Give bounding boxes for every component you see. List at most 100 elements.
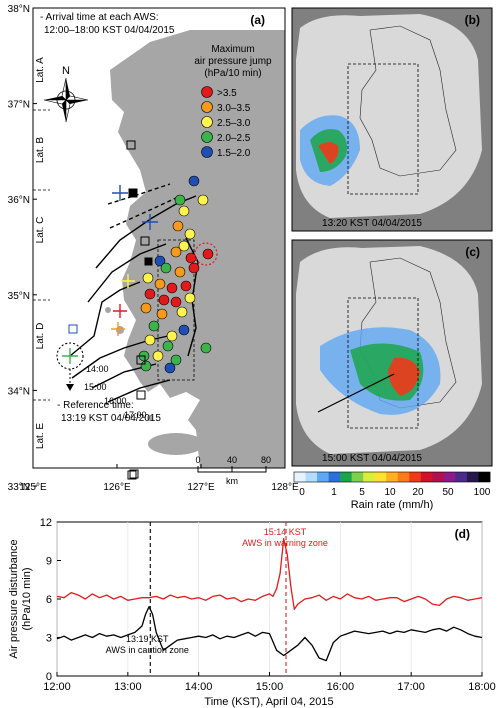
panel-b: (b) 13:20 KST 04/04/2015 bbox=[291, 7, 493, 232]
aws-station bbox=[158, 294, 170, 306]
compass-ring bbox=[56, 90, 76, 110]
aws-station bbox=[144, 334, 156, 346]
colorbar-cell bbox=[478, 472, 491, 482]
colorbar-cell bbox=[409, 472, 422, 482]
panel-a: N - Arrival time at each AWS: 12:00–18:0… bbox=[8, 4, 299, 493]
panel-a-stations bbox=[138, 175, 214, 374]
aws-station bbox=[170, 354, 182, 366]
colorbar-cell bbox=[294, 472, 306, 482]
aws-station bbox=[170, 296, 182, 308]
panel-c-domain-box bbox=[347, 297, 419, 429]
isochrone-line bbox=[69, 281, 141, 357]
reference-square bbox=[136, 390, 146, 400]
aws-station bbox=[188, 262, 200, 274]
legend-swatch bbox=[201, 101, 213, 113]
lat-tick-label: 34°N bbox=[8, 386, 30, 397]
panel-a-island bbox=[147, 415, 153, 421]
chart-x-label: Time (KST), April 04, 2015 bbox=[204, 696, 333, 708]
colorbar-cell bbox=[386, 472, 399, 482]
panel-b-rain-core bbox=[318, 142, 339, 164]
aws-station bbox=[174, 194, 186, 206]
lat-band-label: Lat. A bbox=[35, 57, 46, 83]
chart-y-tick-label: 9 bbox=[46, 556, 52, 568]
colorbar-cell bbox=[455, 472, 468, 482]
reference-square bbox=[129, 469, 139, 479]
colorbar-cell bbox=[328, 472, 341, 482]
colorbar-cell bbox=[432, 472, 445, 482]
reference-note-line1: - Reference time: bbox=[57, 400, 134, 411]
scale-unit: km bbox=[226, 476, 238, 486]
aws-station bbox=[200, 342, 212, 354]
cross-marker bbox=[62, 348, 78, 364]
reference-square bbox=[68, 324, 78, 334]
lat-band-label: Lat. E bbox=[35, 423, 46, 449]
lat-band-label: Lat. D bbox=[35, 323, 46, 350]
panel-b-domain-box bbox=[347, 63, 419, 195]
panel-b-radar-range bbox=[296, 14, 482, 218]
chart-y-label-line2: (hPa/10 min) bbox=[21, 568, 33, 631]
colorbar-cell bbox=[466, 472, 479, 482]
scale-bar-line bbox=[197, 466, 267, 473]
aws-station bbox=[174, 266, 186, 278]
chart-x-tick-label: 15:00 bbox=[256, 681, 284, 693]
isochrone-labels: 14:00 15:00 16:00 17:00 bbox=[84, 364, 147, 420]
cross-marker bbox=[121, 274, 135, 288]
legend-swatch bbox=[201, 146, 213, 158]
panel-a-jeju-island bbox=[148, 433, 204, 455]
chart-y-tick-label: 3 bbox=[46, 633, 52, 645]
isochrone-line bbox=[107, 379, 171, 403]
aws-station bbox=[202, 248, 214, 260]
legend-label: 2.5–3.0 bbox=[217, 118, 251, 129]
aws-station bbox=[166, 330, 178, 342]
reference-square bbox=[144, 257, 153, 266]
colorbar-cell bbox=[363, 472, 376, 482]
panel-a-label: (a) bbox=[250, 13, 265, 27]
panel-a-reference-stations bbox=[68, 140, 153, 480]
cross-marker bbox=[112, 185, 128, 201]
colorbar-tick-label: 50 bbox=[442, 487, 454, 498]
colorbar-cell bbox=[443, 472, 456, 482]
arrival-note-line2: 12:00–18:00 KST 04/04/2015 bbox=[44, 25, 175, 36]
lon-tick-label: 126°E bbox=[103, 482, 131, 493]
compass-needle bbox=[66, 78, 70, 100]
aws-station bbox=[140, 302, 152, 314]
compass-north-label: N bbox=[62, 65, 70, 77]
lat-band-label: Lat. B bbox=[35, 137, 46, 163]
warning-aws-highlight bbox=[194, 242, 218, 266]
aws-station bbox=[184, 292, 196, 304]
panel-a-legend: Maximum air pressure jump (hPa/10 min) >… bbox=[194, 44, 272, 159]
lat-tick-label: 37°N bbox=[8, 100, 30, 111]
legend-swatch bbox=[201, 86, 213, 98]
aws-station bbox=[162, 340, 174, 352]
aws-station bbox=[178, 324, 190, 336]
colorbar-cell bbox=[317, 472, 329, 482]
legend-label: 3.0–3.5 bbox=[217, 103, 251, 114]
lat-band-label: Lat. C bbox=[35, 217, 46, 244]
cross-marker bbox=[142, 214, 158, 230]
colorbar-cell bbox=[374, 472, 387, 482]
isochrone-label: 17:00 bbox=[124, 410, 147, 420]
lat-tick-label: 36°N bbox=[8, 195, 30, 206]
chart-x-tick-label: 16:00 bbox=[327, 681, 355, 693]
aws-station bbox=[160, 262, 172, 274]
aws-station bbox=[154, 278, 166, 290]
scale-tick-0: 0 bbox=[195, 455, 200, 465]
isochrone-label: 16:00 bbox=[104, 396, 127, 406]
aws-station bbox=[176, 306, 188, 318]
chart-x-tick-label: 17:00 bbox=[397, 681, 425, 693]
cross-marker bbox=[113, 304, 127, 318]
legend-swatch bbox=[201, 131, 213, 143]
aws-station bbox=[170, 246, 182, 258]
chart-y-tick-label: 12 bbox=[40, 517, 52, 529]
reference-square bbox=[128, 188, 138, 198]
chart-x-axis: 12:00 13:00 14:00 15:00 16:00 17:00 18:00 bbox=[43, 672, 496, 693]
lat-tick-label: 33°N bbox=[8, 482, 30, 493]
chart-y-tick-label: 6 bbox=[46, 594, 52, 606]
aws-station bbox=[144, 288, 156, 300]
cross-marker bbox=[111, 322, 125, 336]
aws-station bbox=[152, 350, 164, 362]
chart-series-line-1 bbox=[56, 606, 483, 662]
